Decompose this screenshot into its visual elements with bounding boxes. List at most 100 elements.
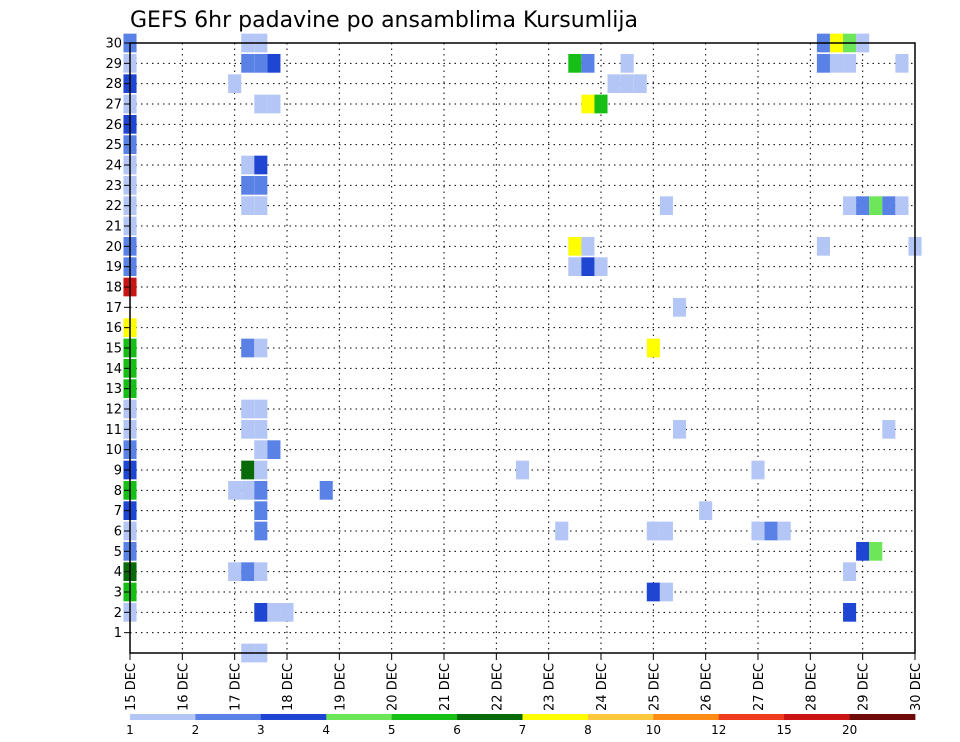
heatmap-cell [254, 338, 268, 358]
legend-swatch [587, 714, 654, 720]
legend-swatch [326, 714, 393, 720]
heatmap-cell [581, 53, 595, 73]
legend-swatch [457, 714, 523, 720]
x-tick-label: 18 DEC [281, 663, 296, 711]
legend-label: 2 [192, 723, 200, 737]
y-tick-label: 13 [105, 382, 122, 397]
heatmap-cell [895, 196, 909, 216]
heatmap-cell [267, 53, 281, 73]
heatmap-cell [254, 175, 268, 195]
y-tick-label: 25 [105, 138, 122, 153]
x-tick-label: 21 DEC [438, 663, 453, 711]
legend-label: 20 [842, 723, 857, 737]
heatmap-cell [607, 74, 621, 94]
y-tick-label: 28 [105, 77, 122, 92]
chart-title: GEFS 6hr padavine po ansamblima Kursumli… [130, 8, 638, 33]
y-tick-label: 12 [105, 403, 122, 418]
heatmap-cell [267, 602, 281, 622]
x-tick-label: 20 DEC [386, 663, 401, 711]
heatmap-cell [843, 53, 857, 73]
x-tick-label: 29 DEC [857, 663, 872, 711]
x-tick-label: 15 DEC [124, 663, 139, 711]
x-tick-label: 17 DEC [229, 663, 244, 711]
legend-swatch [784, 714, 850, 720]
heatmap-cell [280, 602, 294, 622]
y-tick-label: 9 [114, 464, 122, 479]
heatmap-cell [228, 74, 242, 94]
y-tick-label: 15 [105, 342, 122, 357]
y-tick-label: 16 [105, 321, 122, 336]
x-tick-label: 19 DEC [333, 663, 348, 711]
heatmap-cell [869, 196, 883, 216]
heatmap-cell [816, 53, 830, 73]
heatmap-cell [568, 257, 582, 277]
y-tick-label: 2 [114, 606, 122, 621]
heatmap-cell [843, 196, 857, 216]
heatmap-cell [228, 562, 242, 582]
heatmap-cell [254, 602, 268, 622]
x-tick-label: 22 DEC [490, 663, 505, 711]
y-tick-label: 6 [114, 525, 122, 540]
y-tick-label: 17 [105, 301, 122, 316]
heatmap-cell [241, 196, 255, 216]
legend-label: 3 [257, 723, 265, 737]
heatmap-cell [319, 480, 333, 500]
heatmap-cell [254, 53, 268, 73]
y-tick-label: 19 [105, 260, 122, 275]
heatmap-cell [241, 460, 255, 480]
y-tick-label: 1 [114, 626, 122, 641]
heatmap-cell [568, 236, 582, 256]
heatmap-cell [241, 53, 255, 73]
heatmap-cell [241, 562, 255, 582]
y-tick-label: 5 [114, 545, 122, 560]
heatmap-cell [241, 338, 255, 358]
heatmap-cell [895, 53, 909, 73]
y-tick-label: 27 [105, 98, 122, 113]
heatmap-cell [777, 521, 791, 541]
legend-swatch [391, 714, 458, 720]
heatmap-cells [123, 33, 922, 663]
heatmap-cell [254, 480, 268, 500]
heatmap-cell [254, 94, 268, 114]
heatmap-cell [555, 521, 569, 541]
heatmap-cell [882, 419, 896, 439]
heatmap-cell [254, 501, 268, 521]
color-legend: 1 2 3 4 5 6 7 8 10 12 15 20 [126, 714, 916, 737]
y-tick-label: 20 [105, 240, 122, 255]
heatmap-cell [764, 521, 778, 541]
y-tick-label: 4 [114, 565, 122, 580]
heatmap-cell [646, 521, 660, 541]
legend-swatch [849, 714, 916, 720]
heatmap-cell [659, 196, 673, 216]
x-tick-label: 25 DEC [647, 663, 662, 711]
y-tick-label: 14 [105, 362, 122, 377]
heatmap-cell [267, 440, 281, 460]
x-tick-label: 28 DEC [804, 663, 819, 711]
heatmap-cell [594, 94, 608, 114]
heatmap-cell [869, 541, 883, 561]
heatmap-cell [254, 440, 268, 460]
legend-label: 15 [777, 723, 792, 737]
y-tick-label: 21 [105, 220, 122, 235]
y-tick-label: 3 [114, 586, 122, 601]
heatmap-cell [254, 562, 268, 582]
x-tick-label: 27 DEC [752, 663, 767, 711]
heatmap-cell [829, 53, 844, 73]
heatmap-cell [581, 94, 595, 114]
x-tick-label: 26 DEC [700, 663, 715, 711]
heatmap-cell [816, 236, 830, 256]
heatmap-cell [751, 521, 765, 541]
heatmap-cell [241, 419, 255, 439]
y-axis: 1234567891011121314151617181920212223242… [105, 37, 130, 641]
legend-swatch [653, 714, 720, 720]
legend-swatch [195, 714, 262, 720]
heatmap-cell [228, 480, 242, 500]
legend-swatch [260, 714, 327, 720]
heatmap-cell [882, 196, 896, 216]
y-tick-label: 30 [105, 37, 122, 52]
y-tick-label: 22 [105, 199, 122, 214]
heatmap-cell [751, 460, 765, 480]
heatmap-cell [672, 297, 687, 317]
heatmap-cell [843, 602, 857, 622]
heatmap-cell [646, 582, 660, 602]
